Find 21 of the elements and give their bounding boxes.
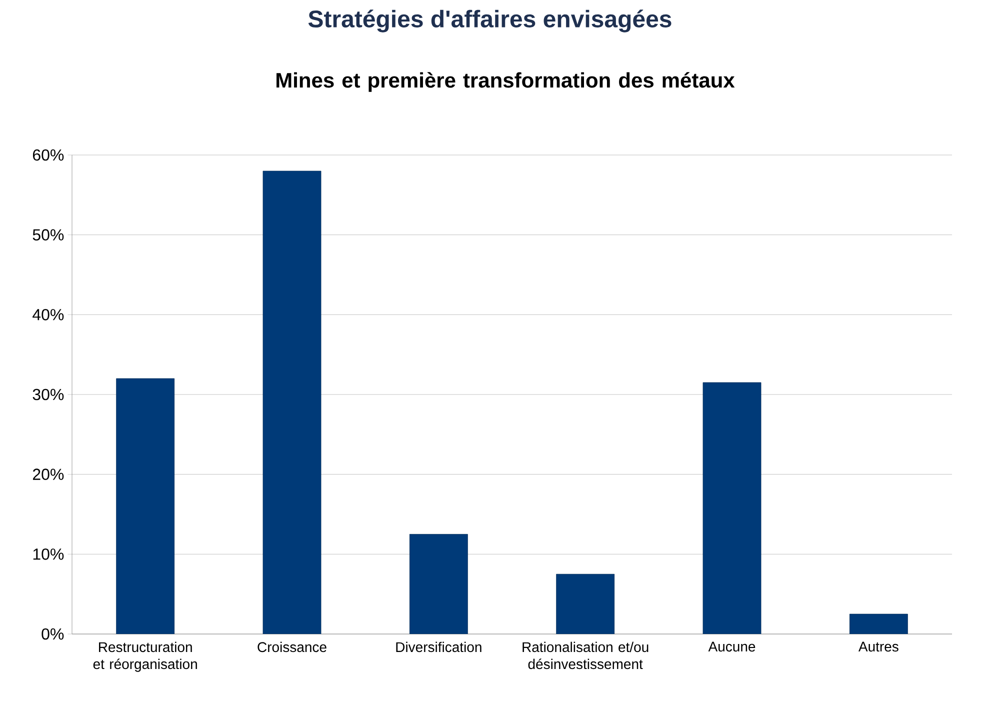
x-tick-label: Autres [858,642,898,652]
bar [556,574,615,634]
bar [262,170,322,634]
chart-title: Stratégies d'affaires envisagées [308,10,672,32]
y-tick-label: 20% [32,468,64,480]
bar [116,378,175,634]
y-tick-label: 0% [42,628,64,640]
bar [849,614,908,634]
x-tick-label: Restructuration et réorganisation [93,642,197,672]
y-tick-label: 60% [32,149,64,161]
y-tick-label: 10% [33,548,64,560]
y-tick-label: 40% [32,309,64,320]
bar [409,534,468,634]
bar [702,382,762,634]
chart-subtitle: Mines et première transformation des métaux [276,72,735,92]
x-tick-label: Diversification [396,642,482,652]
y-tick-label: 30% [32,388,64,400]
x-tick-label: Croissance [258,642,326,652]
x-tick-label: Rationalisation et/ou désinvestissement [522,642,648,670]
y-tick-label: 50% [32,229,64,240]
x-tick-label: Aucune [708,642,756,652]
